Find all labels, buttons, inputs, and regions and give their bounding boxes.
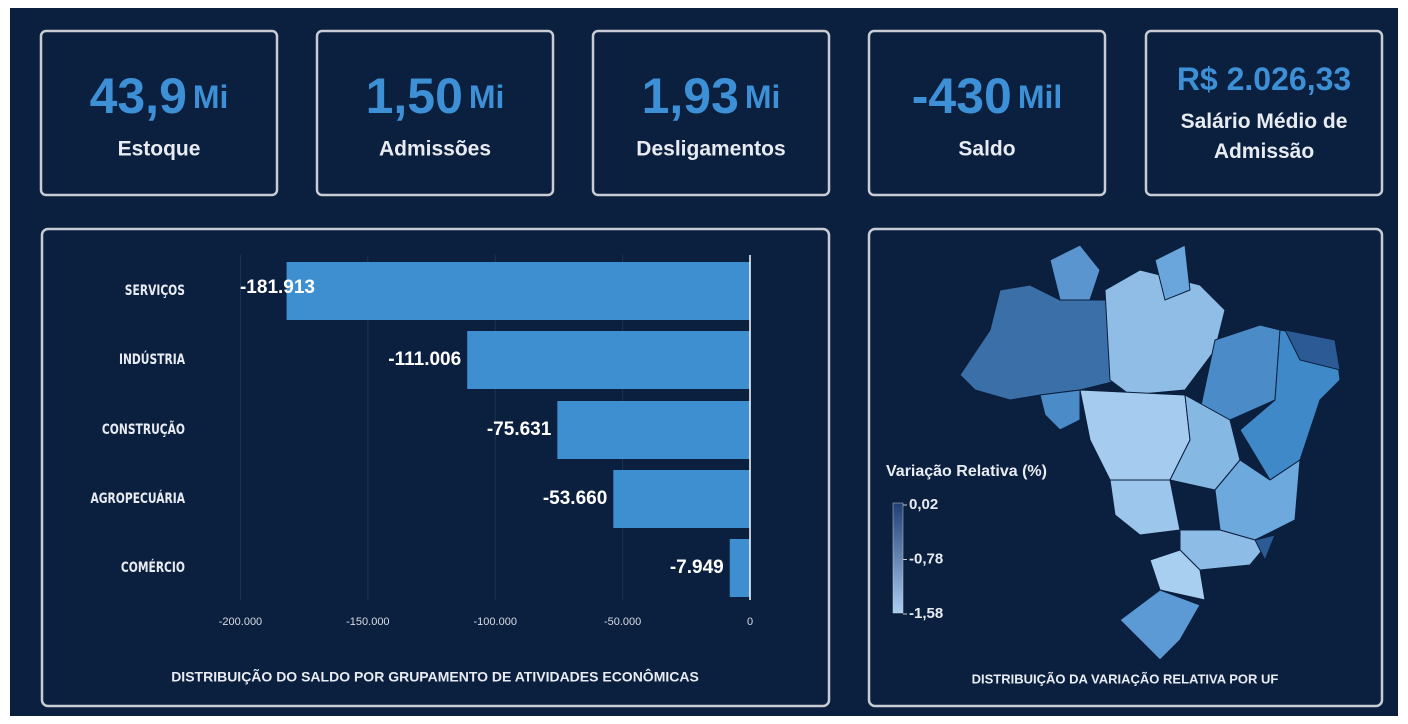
kpi-number: 43,9 bbox=[90, 68, 187, 124]
kpi-unit: Mi bbox=[469, 79, 505, 115]
state bbox=[1149, 549, 1206, 601]
kpi-number: 1,50 bbox=[366, 68, 463, 124]
value-label: -181.913 bbox=[240, 277, 315, 298]
kpi-number: -430 bbox=[912, 68, 1012, 124]
colorbar-tick-label: 0,02 bbox=[909, 496, 938, 513]
state bbox=[1109, 479, 1181, 536]
colorbar bbox=[892, 502, 904, 614]
category-label: INDÚSTRIA bbox=[119, 351, 185, 368]
kpi-value: 1,50 Mi bbox=[366, 68, 505, 124]
kpi-number: 1,93 bbox=[642, 68, 739, 124]
kpi-unit: Mi bbox=[193, 79, 229, 115]
kpi-value: R$ 2.026,33 bbox=[1177, 61, 1351, 97]
map-panel bbox=[867, 227, 1384, 708]
kpi-label: Desligamentos bbox=[636, 138, 785, 161]
kpi-value: 1,93 Mi bbox=[642, 68, 781, 124]
kpi-value: 43,9 Mi bbox=[90, 68, 229, 124]
state bbox=[1284, 329, 1341, 371]
state bbox=[1154, 244, 1191, 301]
state bbox=[1254, 534, 1276, 562]
bar bbox=[467, 331, 750, 389]
category-label: AGROPECUÁRIA bbox=[91, 490, 185, 507]
kpi-label: Salário Médio de Admissão bbox=[1181, 110, 1348, 163]
kpi-unit: Mil bbox=[1018, 79, 1062, 115]
kpi-card bbox=[867, 29, 1107, 197]
value-label: -7.949 bbox=[670, 557, 724, 578]
x-tick-label: -50.000 bbox=[604, 616, 641, 628]
map: Variação Relativa (%) 0,02 -0,78 -1,58 DISTR… bbox=[886, 244, 1341, 686]
bar bbox=[286, 262, 750, 320]
kpi-value: -430 Mil bbox=[912, 68, 1063, 124]
kpi-card bbox=[591, 29, 831, 197]
colorbar-tick-label: -1,58 bbox=[909, 605, 943, 622]
x-tick-label: -200.000 bbox=[219, 616, 262, 628]
kpi-card bbox=[1144, 29, 1384, 197]
value-label: -111.006 bbox=[388, 349, 461, 370]
kpi-label: Saldo bbox=[958, 138, 1015, 161]
value-label: -53.660 bbox=[543, 488, 607, 509]
kpi-unit: Mi bbox=[745, 79, 781, 115]
kpi-label: Admissões bbox=[379, 138, 491, 161]
legend-title: Variação Relativa (%) bbox=[886, 463, 1047, 480]
value-label: -75.631 bbox=[487, 419, 552, 440]
category-label: COMÉRCIO bbox=[121, 559, 185, 576]
x-tick-label: 0 bbox=[747, 616, 753, 628]
kpi-card bbox=[39, 29, 279, 197]
state bbox=[1049, 244, 1101, 301]
brazil-map-shapes bbox=[959, 244, 1341, 661]
bar-chart: -200.000 -150.000 -100.000 -50.000 0 SERVIÇOS… bbox=[91, 255, 753, 685]
x-tick-label: -100.000 bbox=[474, 616, 517, 628]
bar bbox=[557, 401, 750, 459]
x-tick-label: -150.000 bbox=[346, 616, 389, 628]
state bbox=[1039, 389, 1081, 431]
state bbox=[1119, 589, 1201, 661]
bar-panel bbox=[40, 227, 831, 708]
chart-title: DISTRIBUIÇÃO DA VARIAÇÃO RELATIVA POR UF bbox=[972, 671, 1279, 686]
category-label: SERVIÇOS bbox=[125, 283, 185, 299]
category-label: CONSTRUÇÃO bbox=[102, 421, 185, 438]
bar bbox=[729, 539, 750, 597]
colorbar-tick-label: -0,78 bbox=[909, 550, 943, 567]
kpi-label: Estoque bbox=[118, 138, 201, 161]
kpi-card bbox=[315, 29, 555, 197]
bar bbox=[613, 470, 750, 528]
kpi-number: R$ 2.026,33 bbox=[1177, 61, 1351, 97]
chart-title: DISTRIBUIÇÃO DO SALDO POR GRUPAMENTO DE … bbox=[171, 668, 699, 685]
